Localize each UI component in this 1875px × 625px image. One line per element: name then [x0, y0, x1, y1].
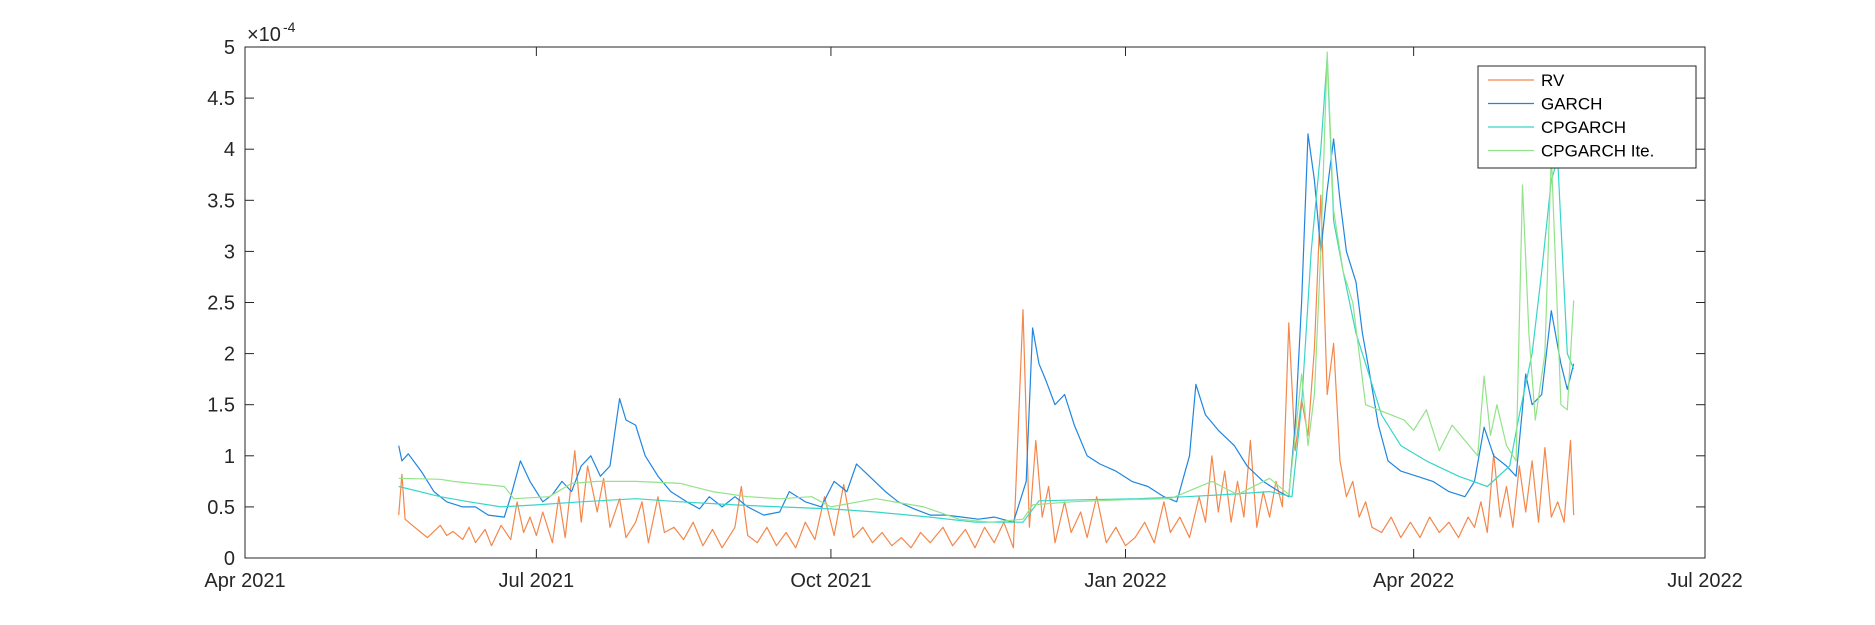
y-tick-label: 3	[224, 241, 235, 263]
y-tick-label: 2.5	[207, 293, 235, 315]
x-tick-label: Jan 2022	[1084, 570, 1166, 592]
y-axis-exponent-label: ×10 -4	[247, 19, 296, 46]
plot-area	[245, 47, 1705, 558]
y-exponent-power: -4	[283, 19, 296, 35]
y-tick-label: 4.5	[207, 88, 235, 110]
x-tick-label: Jul 2022	[1667, 570, 1743, 592]
series-line-cpgarch-ite	[398, 51, 1575, 523]
series-line-garch	[398, 133, 1575, 523]
y-tick-label: 5	[224, 37, 235, 59]
y-tick-label: 4	[224, 139, 235, 161]
x-tick-label: Jul 2021	[499, 570, 575, 592]
series-line-rv	[398, 194, 1575, 549]
y-tick-label: 2	[224, 344, 235, 366]
axes: 0 0.5 1 1.5 2 2.5 3 3.5 4 4.5 5 Apr 2021 Jul 2021 Oct…	[204, 37, 1742, 592]
x-tick-label: Apr 2021	[204, 570, 285, 592]
y-tick-label: 0	[224, 548, 235, 570]
legend-label: RV	[1541, 71, 1565, 90]
y-tick-label: 0.5	[207, 497, 235, 519]
legend-label: CPGARCH Ite.	[1541, 142, 1654, 161]
legend: RV GARCH CPGARCH CPGARCH Ite.	[1477, 65, 1697, 169]
y-tick-label: 3.5	[207, 190, 235, 212]
x-tick-label: Apr 2022	[1373, 570, 1454, 592]
series-line-cpgarch	[398, 56, 1575, 523]
series-layer	[398, 51, 1575, 549]
y-tick-label: 1	[224, 446, 235, 468]
legend-label: CPGARCH	[1541, 118, 1626, 137]
legend-label: GARCH	[1541, 95, 1602, 114]
x-tick-label: Oct 2021	[790, 570, 871, 592]
y-tick-label: 1.5	[207, 395, 235, 417]
y-exponent-base: ×10	[247, 24, 281, 46]
